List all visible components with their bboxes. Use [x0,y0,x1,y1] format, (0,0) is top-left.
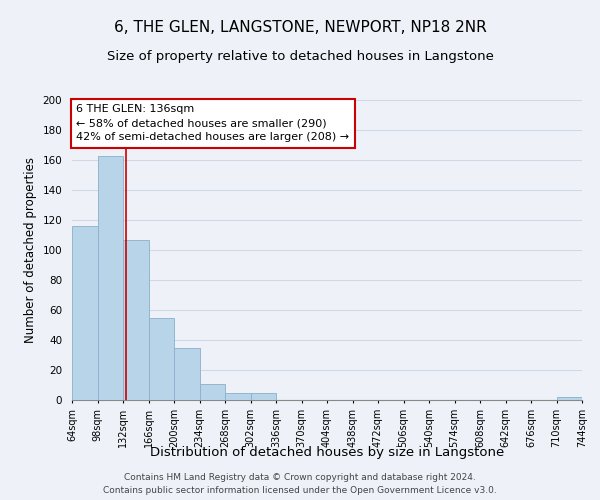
Bar [149,318,174,400]
Bar [557,397,582,400]
Text: 6 THE GLEN: 136sqm
← 58% of detached houses are smaller (290)
42% of semi-detach: 6 THE GLEN: 136sqm ← 58% of detached hou… [77,104,350,142]
Bar [72,226,97,400]
Bar [251,392,276,400]
Bar [123,240,149,400]
Bar [97,156,123,400]
Text: Size of property relative to detached houses in Langstone: Size of property relative to detached ho… [107,50,493,63]
Bar [174,348,199,400]
Bar [225,392,251,400]
Bar [199,384,225,400]
Y-axis label: Number of detached properties: Number of detached properties [24,157,37,343]
Text: Distribution of detached houses by size in Langstone: Distribution of detached houses by size … [150,446,504,459]
Text: 6, THE GLEN, LANGSTONE, NEWPORT, NP18 2NR: 6, THE GLEN, LANGSTONE, NEWPORT, NP18 2N… [113,20,487,35]
Text: Contains HM Land Registry data © Crown copyright and database right 2024.
Contai: Contains HM Land Registry data © Crown c… [103,473,497,495]
